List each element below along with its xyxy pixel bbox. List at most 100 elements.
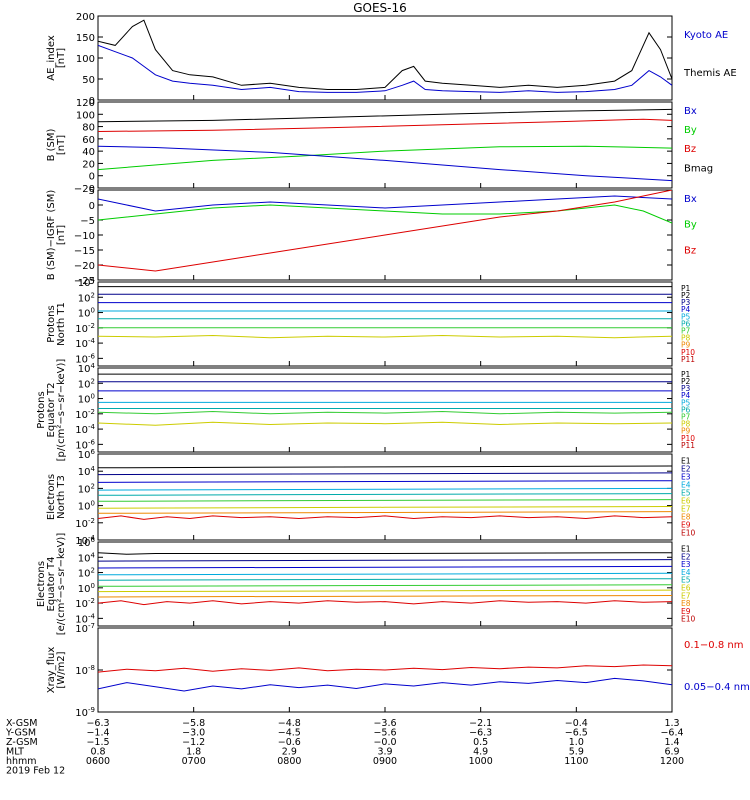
- x-row-value: −5.8: [182, 718, 205, 729]
- y-axis-label: [p/(cm²−s−sr−keV)]: [56, 359, 67, 462]
- legend-entry: E10: [681, 529, 696, 538]
- legend-entry: E8: [681, 513, 691, 522]
- legend-entry: E9: [681, 607, 691, 616]
- legend-entry: P5: [681, 398, 691, 407]
- y-tick-label: −10: [74, 231, 95, 242]
- x-row-label: X-GSM: [6, 718, 37, 729]
- series-line-bx: [98, 145, 672, 182]
- y-tick-label: 120: [76, 98, 95, 109]
- y-axis-label: [nT]: [56, 48, 67, 68]
- panel-frame: [97, 101, 673, 189]
- series-line-e1: [98, 465, 672, 469]
- legend-entry: P1: [681, 370, 691, 379]
- y-tick-label: 10-4: [75, 337, 95, 350]
- series-line-e1: [98, 552, 672, 555]
- series-line-0-05-0-4-nm: [98, 677, 672, 692]
- x-row-value: 0600: [86, 756, 110, 767]
- legend-entry: P10: [681, 434, 695, 443]
- legend-entry: Bx: [684, 194, 697, 205]
- y-tick-label: 100: [78, 307, 95, 320]
- x-row-value: −0.6: [278, 737, 301, 748]
- x-row-value: 1.8: [186, 747, 201, 758]
- legend-entry: E6: [681, 583, 691, 592]
- x-row-label: hhmm: [6, 756, 37, 767]
- legend-entry: P1: [681, 284, 691, 293]
- legend-entry: E3: [681, 560, 691, 569]
- x-row-value: −6.3: [86, 718, 109, 729]
- y-tick-label: 80: [82, 123, 95, 134]
- y-tick-label: 10-2: [75, 408, 95, 421]
- y-tick-label: −20: [74, 261, 95, 272]
- legend-entry: P8: [681, 334, 691, 343]
- series-line-e7: [98, 589, 672, 593]
- legend-entry: 0.05−0.4 nm: [684, 682, 750, 693]
- series-line-e2: [98, 472, 672, 476]
- legend-entry: P6: [681, 319, 691, 328]
- y-axis-label: [nT]: [56, 135, 67, 155]
- y-axis-label: [nT]: [56, 225, 67, 245]
- date-label: 2019 Feb 12: [6, 766, 65, 777]
- series-line-e7: [98, 506, 672, 509]
- x-row-value: −4.5: [278, 728, 301, 739]
- series-line-e4: [98, 572, 672, 576]
- y-axis-label: [e/(cm²−s−sr−keV)]: [56, 533, 67, 636]
- series-line-e5: [98, 578, 672, 581]
- x-axis-labels: X-GSM −6.3 −5.8 −4.8 −3.6 −2.1 −0.4 1.3 Y-GSM −1.…: [5, 718, 684, 777]
- legend-entry: P11: [681, 355, 695, 364]
- y-tick-label: 102: [78, 377, 95, 390]
- legend-entry: E2: [681, 465, 691, 474]
- y-axis-label: [W/m2]: [56, 651, 67, 688]
- x-row-value: −4.8: [278, 718, 301, 729]
- legend-entry: By: [684, 125, 697, 136]
- y-tick-label: 0: [89, 201, 95, 212]
- y-tick-label: −25: [74, 276, 95, 287]
- legend-entry: E4: [681, 481, 691, 490]
- x-row-value: −6.4: [660, 728, 683, 739]
- series-line-by: [98, 145, 672, 171]
- series-line-e2: [98, 559, 672, 562]
- y-axis-label: Equator T2: [46, 383, 57, 438]
- y-tick-label: 10-8: [75, 664, 95, 677]
- legend-entry: P2: [681, 377, 691, 386]
- x-row-value: −1.5: [86, 737, 109, 748]
- legend-entry: P5: [681, 312, 691, 321]
- panel-3: −25 −20 −15 −10 −5 0 5 B (SM)−IGRF (SM) [nT] Bx By…: [46, 186, 697, 287]
- legend-entry: Kyoto AE: [684, 30, 728, 41]
- x-row-value: 0700: [182, 756, 206, 767]
- legend-entry: Bz: [684, 144, 696, 155]
- legend-entry: Bmag: [684, 163, 713, 174]
- series-line-bz: [98, 118, 672, 132]
- y-tick-label: 106: [78, 536, 96, 549]
- x-row-value: 1000: [469, 756, 493, 767]
- y-tick-label: −15: [74, 246, 95, 257]
- legend-entry: P7: [681, 327, 691, 336]
- x-row-value: 6.9: [664, 747, 679, 758]
- x-row-value: 1100: [564, 756, 588, 767]
- y-axis-label: B (SM)−IGRF (SM): [46, 190, 57, 281]
- y-tick-label: 10-4: [75, 423, 95, 436]
- y-axis-label: Electrons: [36, 561, 47, 607]
- y-tick-label: 40: [82, 147, 95, 158]
- y-tick-label: −20: [74, 184, 95, 195]
- x-row-value: −1.4: [86, 728, 109, 739]
- x-row-value: 0.5: [473, 737, 488, 748]
- series-line-e3: [98, 565, 672, 569]
- series-line-kyoto-ae: [98, 44, 672, 93]
- y-axis-label: Electrons: [46, 474, 57, 520]
- x-row-value: 5.9: [569, 747, 584, 758]
- panel-frame: [97, 541, 673, 627]
- y-tick-label: 104: [78, 465, 96, 478]
- y-tick-label: 100: [76, 54, 95, 65]
- legend-entry: P10: [681, 348, 695, 357]
- series-line-p6: [98, 410, 672, 415]
- legend-entry: E9: [681, 521, 691, 530]
- legend-entry: Bx: [684, 106, 697, 117]
- figure-title: GOES-16: [353, 1, 407, 15]
- legend-entry: P4: [681, 305, 691, 314]
- series-line-e3: [98, 480, 672, 483]
- x-row-value: −0.0: [373, 737, 396, 748]
- legend-entry: E1: [681, 544, 691, 553]
